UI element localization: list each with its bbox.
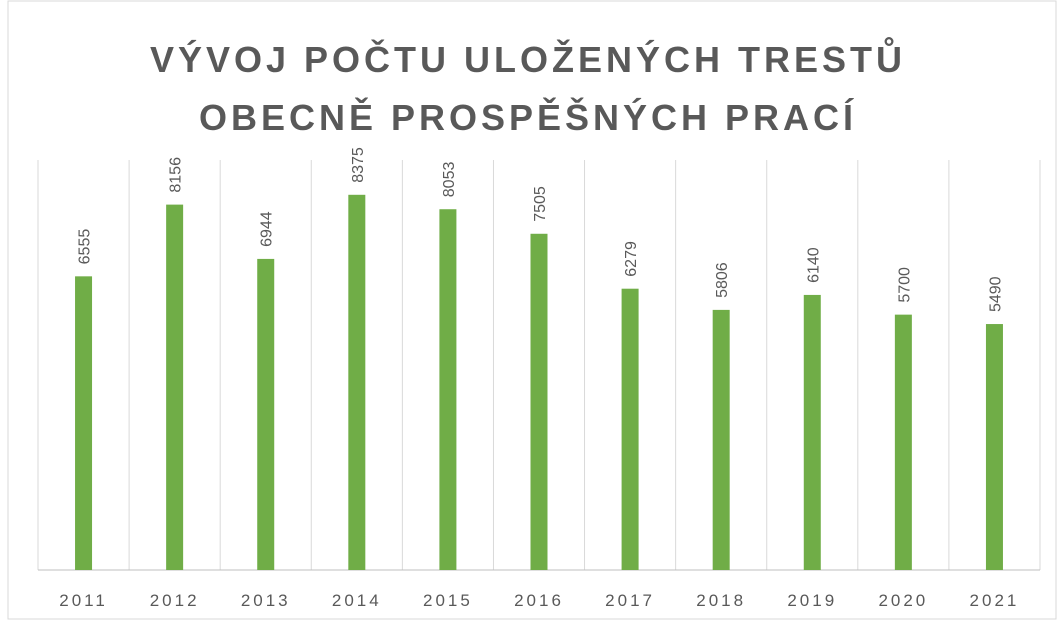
x-tick-label: 2019 <box>787 591 837 610</box>
x-tick-label: 2020 <box>878 591 928 610</box>
bar <box>894 314 912 570</box>
bar <box>166 204 184 570</box>
data-label: 5490 <box>987 276 1004 312</box>
x-tick-label: 2016 <box>514 591 564 610</box>
x-tick-label: 2011 <box>59 591 108 610</box>
data-label: 5806 <box>714 262 731 298</box>
chart-title: OBECNĚ PROSPĚŠNÝCH PRACÍ <box>199 96 857 138</box>
x-tick-label: 2021 <box>970 591 1020 610</box>
x-tick-label: 2012 <box>150 591 200 610</box>
bar <box>712 309 730 570</box>
data-label: 6279 <box>623 241 640 277</box>
x-tick-label: 2015 <box>423 591 473 610</box>
data-label: 8053 <box>441 162 458 198</box>
bar <box>439 209 457 571</box>
data-label: 6140 <box>805 247 822 283</box>
bar <box>348 194 366 571</box>
x-tick-label: 2014 <box>332 591 382 610</box>
x-tick-label: 2018 <box>696 591 746 610</box>
data-label: 5700 <box>896 267 913 303</box>
data-label: 8156 <box>168 157 185 193</box>
data-label: 6555 <box>77 229 94 265</box>
chart-border <box>7 0 1057 620</box>
bar <box>621 288 639 570</box>
bar <box>75 276 93 570</box>
x-tick-label: 2013 <box>241 591 291 610</box>
chart-title: VÝVOJ POČTU ULOŽENÝCH TRESTŮ <box>150 35 906 80</box>
bar <box>530 233 548 570</box>
data-label: 8375 <box>350 147 367 183</box>
bar <box>803 294 821 570</box>
bar <box>985 324 1003 570</box>
data-label: 6944 <box>259 211 276 247</box>
x-tick-label: 2017 <box>605 591 655 610</box>
data-label: 7505 <box>532 186 549 222</box>
bar <box>257 258 275 570</box>
